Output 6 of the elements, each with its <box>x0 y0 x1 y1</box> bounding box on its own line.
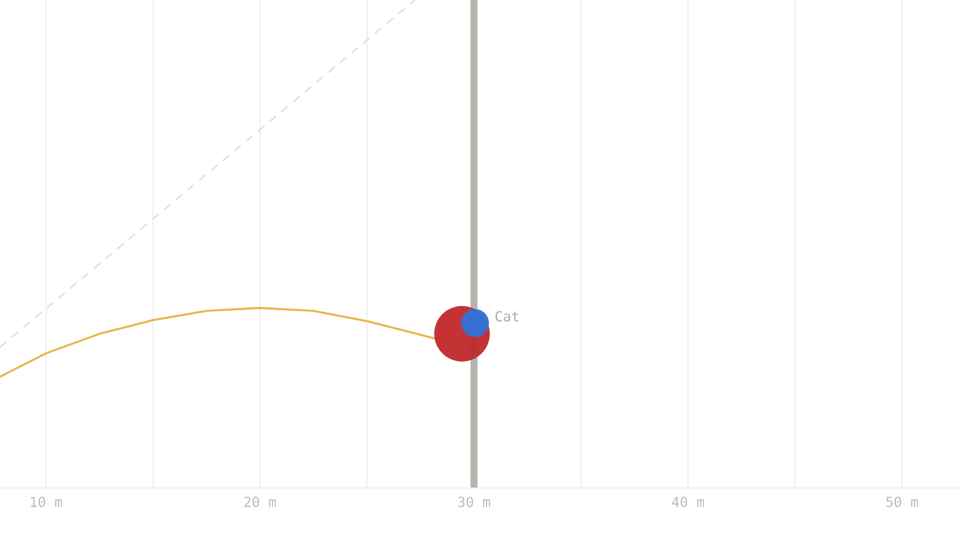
x-tick-label: 10 m <box>30 496 62 508</box>
x-tick-label: 50 m <box>886 496 918 508</box>
x-tick-label: 30 m <box>458 496 490 508</box>
x-tick-label: 20 m <box>244 496 276 508</box>
series-label: Cat <box>495 311 518 322</box>
x-tick-label: 40 m <box>672 496 704 508</box>
